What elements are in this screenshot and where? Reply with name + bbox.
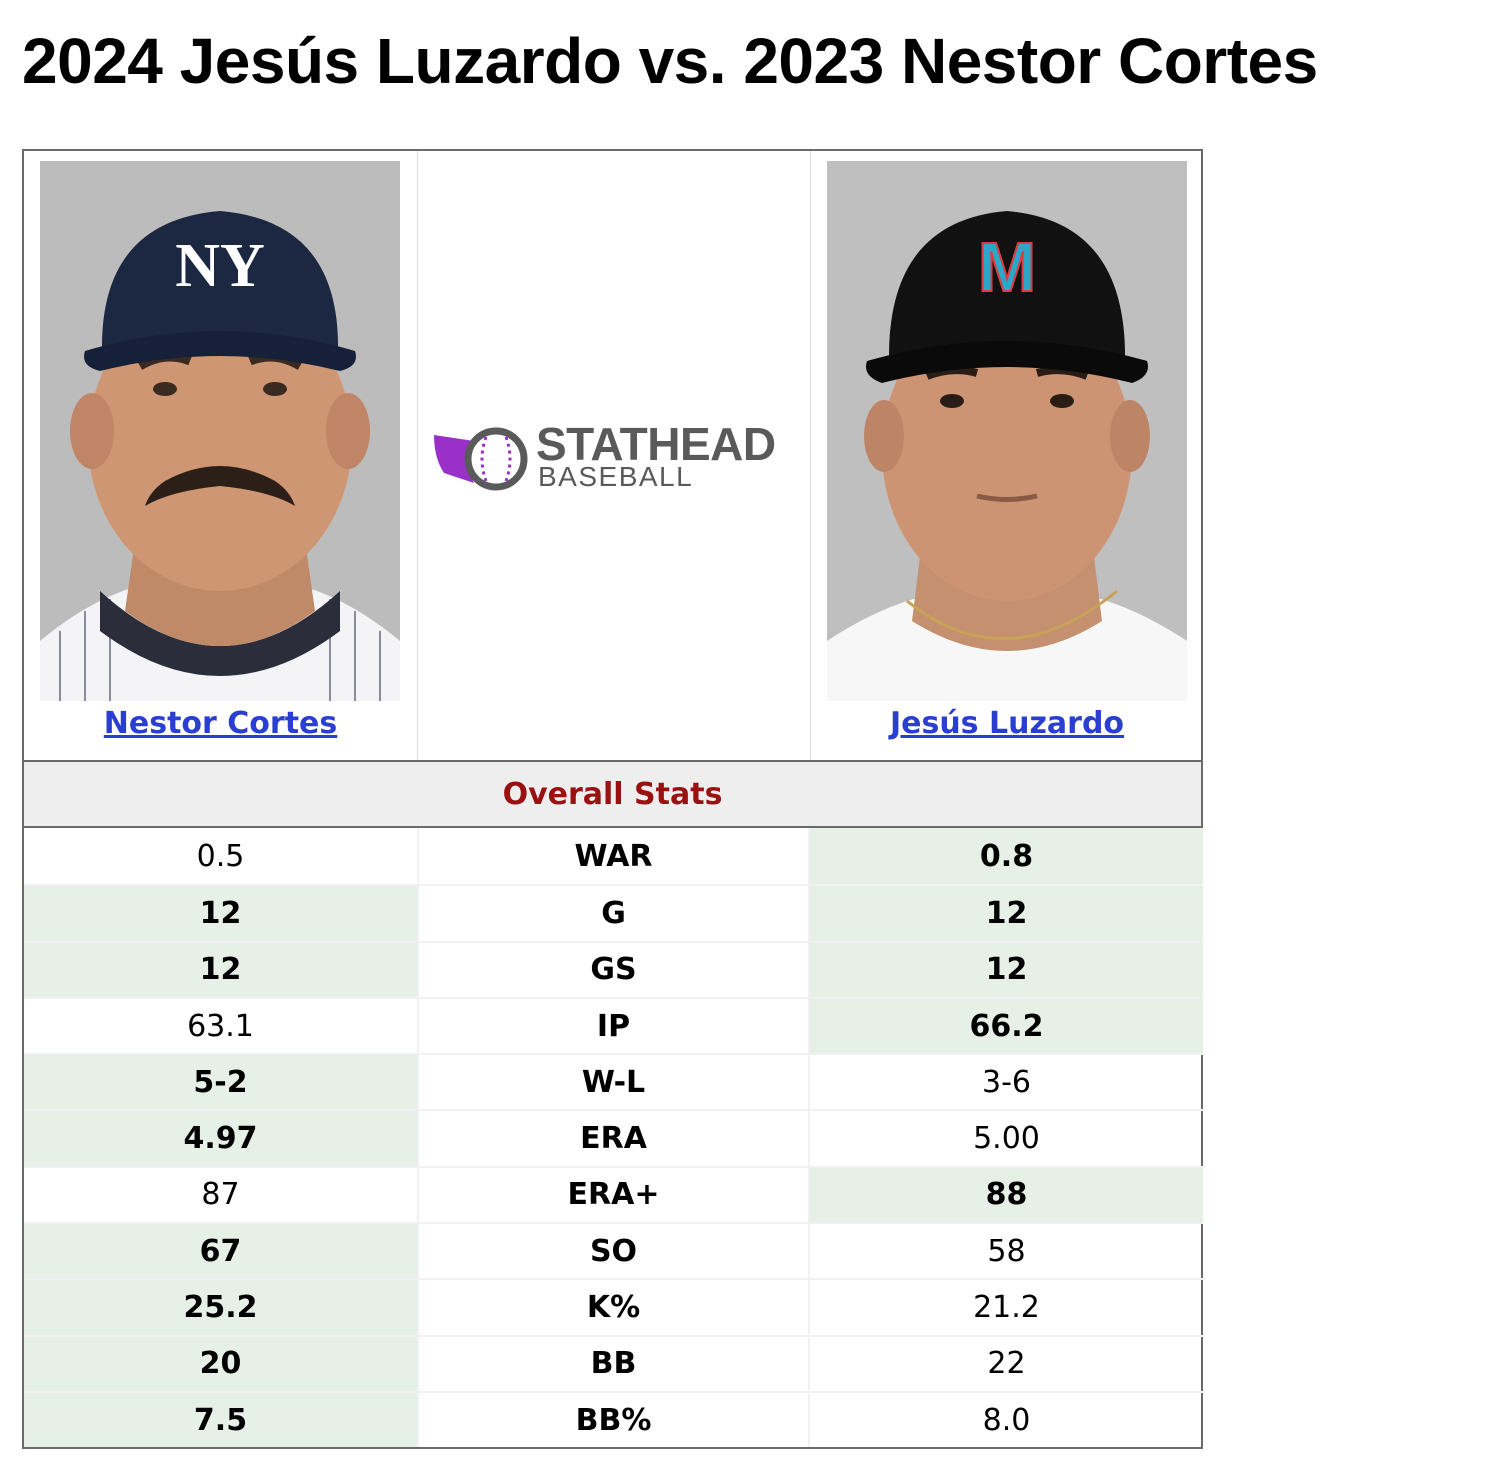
stat-label: G xyxy=(417,884,810,941)
comparison-table: NY Nestor Cortes STATHEAD BASEBALL xyxy=(22,149,1203,1450)
left-player-link[interactable]: Nestor Cortes xyxy=(103,706,338,741)
left-stat-value: 25.2 xyxy=(24,1278,417,1335)
left-stat-value: 63.1 xyxy=(24,996,417,1053)
section-title: Overall Stats xyxy=(24,762,1201,828)
stathead-baseball-logo: STATHEAD BASEBALL xyxy=(434,418,796,493)
right-stat-value: 58 xyxy=(810,1222,1203,1278)
right-stat-value: 12 xyxy=(810,940,1203,997)
right-stat-value: 66.2 xyxy=(810,996,1203,1054)
page-title: 2024 Jesús Luzardo vs. 2023 Nestor Corte… xyxy=(22,25,1318,97)
stats-body: 0.5 WAR 0.8 12 G 12 12 GS 12 63.1 IP 66.2 5-2 W-L 3-6 4… xyxy=(24,828,1203,1448)
stat-label: W-L xyxy=(417,1053,810,1110)
stat-row: 4.97 ERA 5.00 xyxy=(24,1109,1203,1166)
right-stat-value: 3-6 xyxy=(810,1053,1203,1109)
left-stat-value: 67 xyxy=(24,1222,417,1279)
stat-row: 67 SO 58 xyxy=(24,1222,1203,1279)
left-stat-value: 12 xyxy=(24,884,417,941)
stat-row: 12 GS 12 xyxy=(24,940,1203,997)
stat-row: 20 BB 22 xyxy=(24,1334,1203,1391)
right-player-link[interactable]: Jesús Luzardo xyxy=(889,706,1125,741)
right-stat-value: 0.8 xyxy=(810,828,1203,885)
left-stat-value: 5-2 xyxy=(24,1053,417,1110)
marlins-cap-logo: M xyxy=(978,228,1036,306)
right-player-photo: M xyxy=(827,161,1187,701)
stat-label: BB% xyxy=(417,1390,810,1448)
logo-subtitle: BASEBALL xyxy=(538,461,694,492)
right-stat-value: 8.0 xyxy=(810,1390,1203,1447)
right-player-cell: M Jesús Luzardo xyxy=(810,151,1203,760)
logo-wordmark: STATHEAD xyxy=(536,418,776,470)
stat-row: 7.5 BB% 8.0 xyxy=(24,1390,1203,1448)
left-stat-value: 87 xyxy=(24,1165,417,1222)
left-stat-value: 20 xyxy=(24,1334,417,1391)
stat-row: 87 ERA+ 88 xyxy=(24,1165,1203,1223)
right-stat-value: 21.2 xyxy=(810,1278,1203,1334)
stat-label: IP xyxy=(417,996,810,1054)
stat-label: BB xyxy=(417,1334,810,1391)
stathead-ball-icon xyxy=(434,427,528,491)
logo-cell: STATHEAD BASEBALL xyxy=(417,151,810,760)
stat-label: GS xyxy=(417,940,810,997)
yankees-cap-logo: NY xyxy=(175,232,265,300)
right-stat-value: 22 xyxy=(810,1334,1203,1391)
stat-label: ERA+ xyxy=(417,1165,810,1223)
stat-row: 63.1 IP 66.2 xyxy=(24,996,1203,1054)
left-stat-value: 4.97 xyxy=(24,1109,417,1166)
left-player-photo: NY xyxy=(40,161,400,701)
stat-label: SO xyxy=(417,1222,810,1279)
right-stat-value: 12 xyxy=(810,884,1203,941)
stat-row: 0.5 WAR 0.8 xyxy=(24,828,1203,885)
left-stat-value: 7.5 xyxy=(24,1390,417,1448)
right-stat-value: 88 xyxy=(810,1165,1203,1223)
stat-label: K% xyxy=(417,1278,810,1335)
player-header-row: NY Nestor Cortes STATHEAD BASEBALL xyxy=(24,151,1201,762)
stat-row: 5-2 W-L 3-6 xyxy=(24,1053,1203,1110)
left-player-cell: NY Nestor Cortes xyxy=(24,151,417,760)
stat-label: ERA xyxy=(417,1109,810,1166)
stat-row: 25.2 K% 21.2 xyxy=(24,1278,1203,1335)
left-stat-value: 12 xyxy=(24,940,417,997)
stat-label: WAR xyxy=(417,828,810,885)
stat-row: 12 G 12 xyxy=(24,884,1203,941)
left-stat-value: 0.5 xyxy=(196,838,245,874)
right-stat-value: 5.00 xyxy=(810,1109,1203,1165)
